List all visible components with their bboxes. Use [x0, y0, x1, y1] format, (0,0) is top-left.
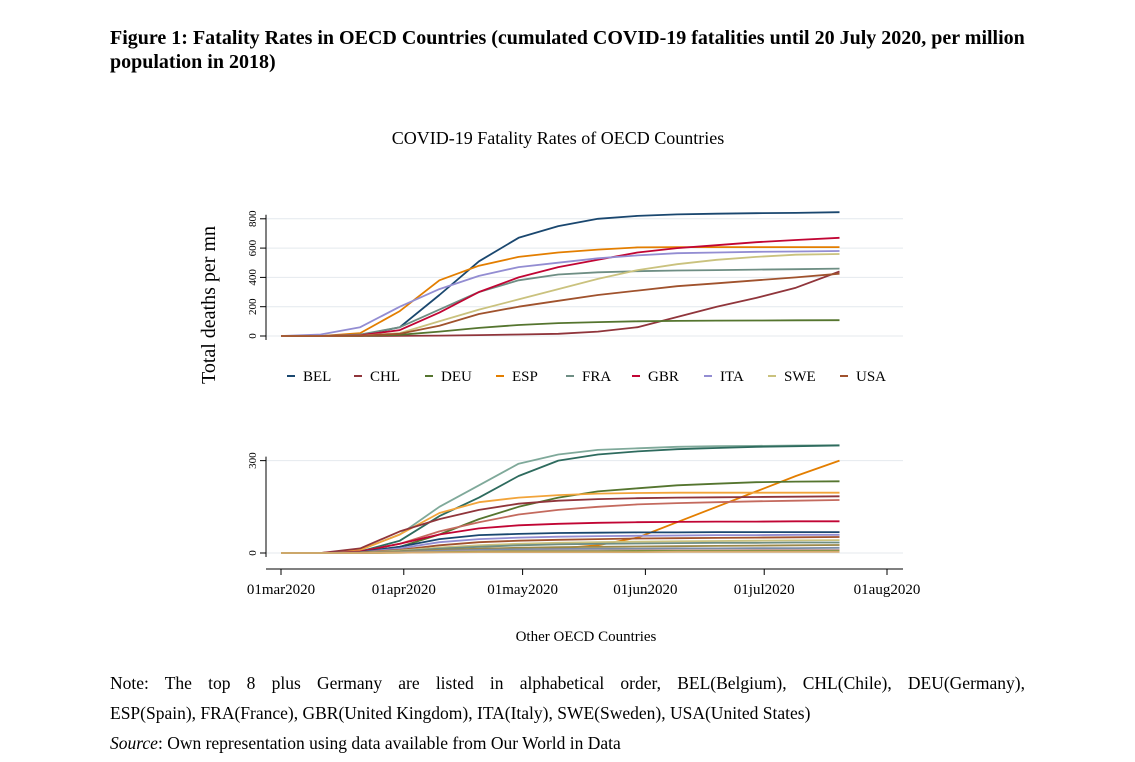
legend-label-gbr: GBR [648, 369, 679, 385]
legend-label-esp: ESP [512, 369, 538, 385]
x-tick-label: 01may2020 [487, 582, 558, 598]
bottom-series-line-2 [281, 444, 840, 554]
note-line-2: ESP(Spain), FRA(France), GBR(United King… [110, 703, 811, 723]
top-y-tick-label: 200 [247, 298, 259, 315]
chart-title: COVID-19 Fatality Rates of OECD Countrie… [392, 128, 724, 148]
legend-item-deu: DEU [425, 369, 472, 385]
legend-label-chl: CHL [370, 369, 400, 385]
bottom-series-line-18 [281, 550, 840, 554]
legend-label-ita: ITA [720, 369, 744, 385]
x-tick-label: 01jun2020 [613, 582, 677, 598]
legend-label-usa: USA [856, 369, 886, 385]
top-y-tick-label: 800 [247, 210, 259, 227]
legend-item-chl: CHL [354, 369, 400, 385]
source-line: Source: Own representation using data av… [110, 728, 1025, 758]
source-text: : Own representation using data availabl… [157, 733, 621, 753]
legend: BEL CHL DEU ESP FRA GBR ITA SWE USA [287, 369, 886, 385]
bottom-series-line-8 [281, 520, 840, 554]
figure-notes: Note: The top 8 plus Germany are listed … [110, 668, 1025, 758]
legend-item-usa: USA [840, 369, 886, 385]
source-label: Source [110, 733, 158, 753]
top-y-tick-label: 600 [247, 239, 259, 256]
legend-label-bel: BEL [303, 369, 331, 385]
top-series-line-ita [280, 250, 840, 337]
top-y-tick-label: 400 [247, 269, 259, 286]
legend-label-deu: DEU [441, 369, 472, 385]
bottom-series-line-6 [281, 495, 840, 554]
top-y-tick-label: 0 [247, 333, 259, 339]
top-series-line-esp [281, 246, 840, 337]
chart-area: COVID-19 Fatality Rates of OECD Countrie… [198, 128, 921, 645]
x-tick-label: 01aug2020 [854, 582, 921, 598]
top-series-line-usa [281, 272, 840, 337]
x-tick-label: 01mar2020 [247, 582, 315, 598]
y-axis-title: Total deaths per mn [198, 226, 220, 384]
bottom-series-line-5 [281, 491, 840, 554]
legend-item-ita: ITA [704, 369, 744, 385]
legend-item-gbr: GBR [632, 369, 679, 385]
x-axis-title: Other OECD Countries [516, 629, 657, 645]
top-panel: 0 200 400 600 800 [247, 210, 903, 340]
x-tick-label: 01jul2020 [734, 582, 795, 598]
x-tick-label: 01apr2020 [372, 582, 436, 598]
legend-item-bel: BEL [287, 369, 331, 385]
figure-title: Figure 1: Fatality Rates in OECD Countri… [110, 27, 1025, 73]
legend-item-swe: SWE [768, 369, 816, 385]
bottom-panel: 0 300 01mar2020 01apr2020 01may2020 01jun2020… [247, 444, 921, 598]
legend-item-esp: ESP [496, 369, 538, 385]
bottom-y-tick-label: 300 [247, 452, 259, 469]
bottom-y-tick-label: 0 [247, 550, 259, 556]
note-line-1: Note: The top 8 plus Germany are listed … [110, 673, 1025, 693]
legend-item-fra: FRA [566, 369, 611, 385]
top-series-line-fra [281, 267, 840, 337]
legend-label-fra: FRA [582, 369, 611, 385]
legend-label-swe: SWE [784, 369, 816, 385]
top-series-line-gbr [281, 236, 840, 337]
